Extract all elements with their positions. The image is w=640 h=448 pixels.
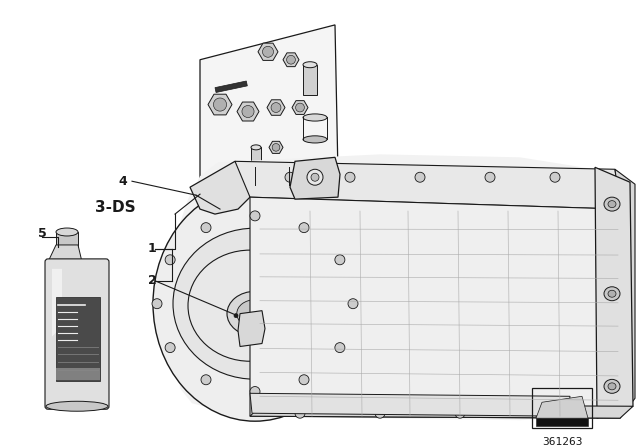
Polygon shape — [258, 43, 278, 60]
Ellipse shape — [303, 62, 317, 68]
Polygon shape — [235, 161, 620, 209]
Ellipse shape — [608, 383, 616, 390]
Circle shape — [335, 343, 345, 353]
Text: 4: 4 — [118, 175, 127, 188]
Ellipse shape — [46, 401, 108, 411]
Ellipse shape — [237, 300, 273, 327]
Circle shape — [311, 173, 319, 181]
Bar — [215, 81, 247, 92]
Circle shape — [152, 299, 162, 309]
Bar — [536, 418, 588, 426]
Circle shape — [234, 314, 238, 318]
Circle shape — [335, 255, 345, 265]
Ellipse shape — [188, 250, 312, 361]
Bar — [251, 147, 261, 169]
Ellipse shape — [265, 165, 279, 170]
Text: 3-DS: 3-DS — [95, 200, 136, 215]
Polygon shape — [615, 169, 635, 418]
Text: 1: 1 — [148, 242, 157, 255]
Bar — [56, 368, 100, 380]
Circle shape — [295, 408, 305, 418]
Circle shape — [250, 211, 260, 221]
Polygon shape — [267, 100, 285, 115]
Polygon shape — [595, 167, 633, 418]
Circle shape — [271, 103, 281, 112]
Ellipse shape — [251, 145, 261, 150]
Ellipse shape — [292, 323, 302, 334]
Circle shape — [250, 387, 260, 396]
Ellipse shape — [56, 228, 78, 236]
Circle shape — [299, 223, 309, 233]
Circle shape — [455, 408, 465, 418]
Ellipse shape — [255, 179, 289, 191]
Polygon shape — [250, 404, 633, 418]
Ellipse shape — [255, 161, 289, 173]
Circle shape — [485, 172, 495, 182]
Circle shape — [201, 375, 211, 385]
Polygon shape — [238, 310, 265, 346]
Polygon shape — [178, 154, 622, 420]
Text: 361263: 361263 — [541, 437, 582, 447]
Bar — [303, 65, 317, 95]
Polygon shape — [52, 269, 62, 336]
Bar — [269, 323, 297, 334]
Circle shape — [348, 299, 358, 309]
Polygon shape — [269, 141, 283, 153]
Circle shape — [165, 343, 175, 353]
Bar — [241, 317, 269, 340]
Ellipse shape — [303, 114, 327, 121]
Circle shape — [262, 46, 273, 57]
Ellipse shape — [604, 287, 620, 301]
Ellipse shape — [604, 197, 620, 211]
Bar — [532, 388, 592, 428]
Polygon shape — [200, 25, 338, 209]
Circle shape — [285, 172, 295, 182]
Text: 2: 2 — [148, 274, 157, 287]
Ellipse shape — [303, 136, 327, 143]
Circle shape — [201, 223, 211, 233]
Circle shape — [299, 375, 309, 385]
Ellipse shape — [173, 228, 337, 379]
Circle shape — [550, 172, 560, 182]
Circle shape — [242, 105, 254, 117]
Circle shape — [165, 255, 175, 265]
Polygon shape — [237, 102, 259, 121]
Text: 5: 5 — [38, 228, 47, 241]
Polygon shape — [48, 245, 82, 262]
Polygon shape — [190, 161, 250, 214]
Ellipse shape — [227, 291, 283, 336]
Circle shape — [345, 172, 355, 182]
Circle shape — [213, 98, 227, 111]
Polygon shape — [208, 94, 232, 115]
Ellipse shape — [153, 186, 357, 421]
Polygon shape — [283, 53, 299, 67]
FancyBboxPatch shape — [45, 259, 109, 409]
Ellipse shape — [608, 201, 616, 207]
Polygon shape — [536, 396, 588, 418]
Bar — [56, 297, 100, 381]
Polygon shape — [292, 101, 308, 114]
Ellipse shape — [604, 379, 620, 393]
Polygon shape — [250, 197, 620, 418]
Polygon shape — [250, 393, 570, 416]
Circle shape — [535, 408, 545, 418]
Circle shape — [415, 172, 425, 182]
Polygon shape — [290, 157, 340, 199]
Circle shape — [307, 169, 323, 185]
Circle shape — [375, 408, 385, 418]
Circle shape — [272, 143, 280, 151]
Ellipse shape — [608, 290, 616, 297]
Circle shape — [287, 56, 296, 64]
Bar — [56, 232, 78, 247]
Circle shape — [296, 103, 305, 112]
